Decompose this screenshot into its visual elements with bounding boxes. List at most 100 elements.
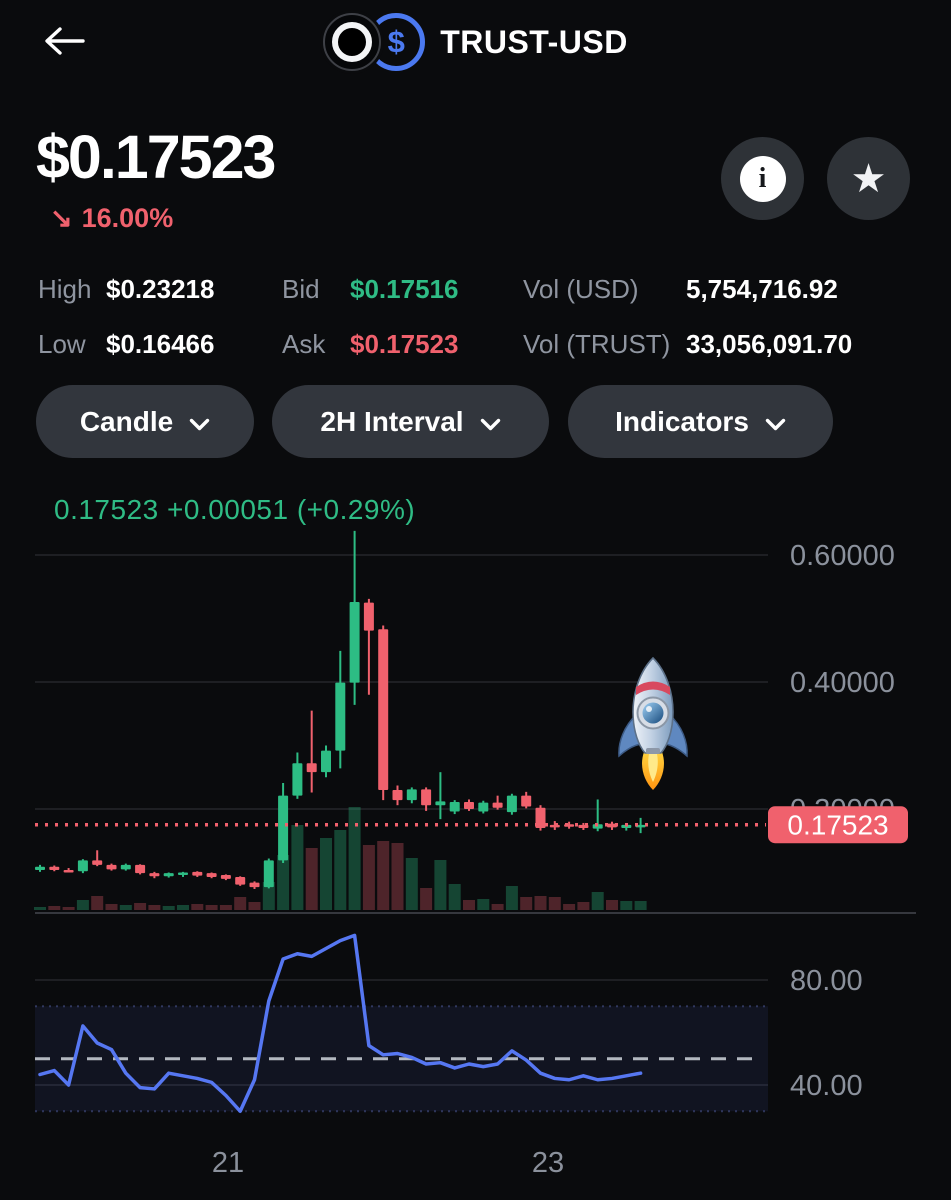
volume-bar bbox=[634, 901, 647, 910]
volume-bar bbox=[405, 858, 418, 910]
trust-coin-icon bbox=[323, 13, 382, 71]
header: $ TRUST-USD bbox=[0, 8, 951, 76]
candle-body bbox=[178, 872, 188, 876]
candle-body bbox=[235, 876, 246, 885]
volume-bar bbox=[505, 886, 518, 910]
stat-ask: Ask $0.17523 bbox=[282, 329, 459, 359]
volume-bar bbox=[491, 904, 504, 910]
candle-body bbox=[306, 763, 317, 773]
volume-bar bbox=[91, 896, 104, 910]
candle-body bbox=[135, 864, 146, 874]
candle-body bbox=[478, 802, 489, 812]
candle-body bbox=[335, 682, 346, 751]
volume-bar bbox=[48, 906, 61, 910]
volume-bar bbox=[362, 845, 375, 910]
candle-body bbox=[349, 601, 360, 683]
candle-body bbox=[449, 802, 460, 812]
chevron-down-icon bbox=[765, 406, 786, 438]
volume-bar bbox=[234, 897, 247, 910]
star-icon: ★ bbox=[850, 156, 887, 201]
volume-bar bbox=[119, 905, 132, 910]
stat-vol-trust: Vol (TRUST) 33,056,091.70 bbox=[523, 329, 853, 359]
candle-body bbox=[149, 873, 160, 877]
candle-body bbox=[421, 789, 432, 806]
stat-high: High $0.23218 bbox=[38, 274, 215, 304]
back-arrow-icon bbox=[41, 26, 87, 60]
candle-body bbox=[535, 807, 546, 829]
candles bbox=[35, 530, 646, 890]
price-tag-label: 0.17523 bbox=[787, 810, 888, 841]
candle-body bbox=[406, 789, 417, 801]
candle-body bbox=[35, 866, 45, 870]
back-button[interactable] bbox=[38, 22, 90, 62]
volume-bar bbox=[377, 841, 390, 910]
candle-body bbox=[321, 750, 331, 773]
rsi-line bbox=[38, 933, 643, 1113]
rsi-polyline bbox=[38, 933, 643, 1113]
volume-bar bbox=[291, 825, 304, 910]
price-tag-bg bbox=[768, 806, 908, 844]
volume-bar bbox=[391, 843, 404, 910]
indicators-dropdown[interactable]: Indicators bbox=[568, 385, 833, 458]
candle-body bbox=[192, 871, 203, 876]
candle-body bbox=[492, 802, 503, 808]
price-axis-label: 0.60000 bbox=[790, 540, 895, 572]
candle-body bbox=[278, 795, 289, 861]
volume-bar bbox=[191, 904, 204, 910]
candle-body bbox=[506, 795, 517, 813]
rsi-axis-label: 80.00 bbox=[790, 965, 863, 997]
volume-bar bbox=[448, 884, 461, 910]
price-change-pct: 16.00% bbox=[81, 203, 174, 233]
candle-body bbox=[521, 795, 532, 807]
candle-body bbox=[378, 629, 389, 790]
volume-bars bbox=[34, 807, 647, 910]
overlay-lines bbox=[35, 822, 916, 1061]
volume-bar bbox=[320, 838, 332, 910]
volume-bar bbox=[105, 904, 118, 910]
volume-bar bbox=[520, 897, 533, 910]
candle-body bbox=[106, 864, 117, 870]
chevron-down-icon bbox=[189, 406, 210, 438]
candle-body bbox=[392, 789, 403, 801]
volume-bar bbox=[348, 807, 361, 910]
rsi-axis-label: 40.00 bbox=[790, 1070, 863, 1102]
favorite-button[interactable]: ★ bbox=[827, 137, 910, 220]
candle-body bbox=[607, 823, 617, 828]
candle-body bbox=[49, 866, 60, 870]
candle-body bbox=[163, 873, 174, 877]
volume-bar bbox=[248, 902, 261, 910]
candle-type-dropdown[interactable]: Candle bbox=[36, 385, 254, 458]
volume-bar bbox=[548, 897, 561, 910]
volume-bar bbox=[62, 907, 75, 910]
candle-body bbox=[549, 824, 560, 828]
volume-bar bbox=[134, 903, 147, 910]
down-arrow-icon: ↘ bbox=[50, 203, 73, 233]
pair-icon: $ bbox=[323, 13, 426, 71]
candle-body bbox=[249, 882, 260, 888]
volume-bar bbox=[591, 892, 604, 910]
current-price-tag: 0.17523 bbox=[768, 806, 908, 844]
price-change: ↘ 16.00% bbox=[50, 203, 173, 234]
candle-body bbox=[63, 869, 74, 873]
volume-bar bbox=[463, 900, 475, 910]
candle-body bbox=[292, 763, 303, 796]
info-button[interactable]: i bbox=[721, 137, 804, 220]
volume-bar bbox=[577, 902, 590, 910]
volume-bar bbox=[262, 882, 275, 910]
candle-body bbox=[363, 602, 374, 631]
x-axis-label: 23 bbox=[532, 1147, 564, 1179]
stat-low: Low $0.16466 bbox=[38, 329, 215, 359]
stat-vol-usd: Vol (USD) 5,754,716.92 bbox=[523, 274, 838, 304]
interval-dropdown[interactable]: 2H Interval bbox=[272, 385, 549, 458]
volume-bar bbox=[205, 905, 218, 910]
candle-body bbox=[435, 801, 446, 806]
candle-body bbox=[220, 875, 231, 879]
volume-bar bbox=[534, 896, 547, 910]
price-axis-label: 0.40000 bbox=[790, 667, 895, 699]
info-icon: i bbox=[739, 155, 786, 202]
candle-body bbox=[92, 860, 103, 865]
candle-body bbox=[206, 873, 217, 877]
volume-bar bbox=[334, 830, 347, 910]
